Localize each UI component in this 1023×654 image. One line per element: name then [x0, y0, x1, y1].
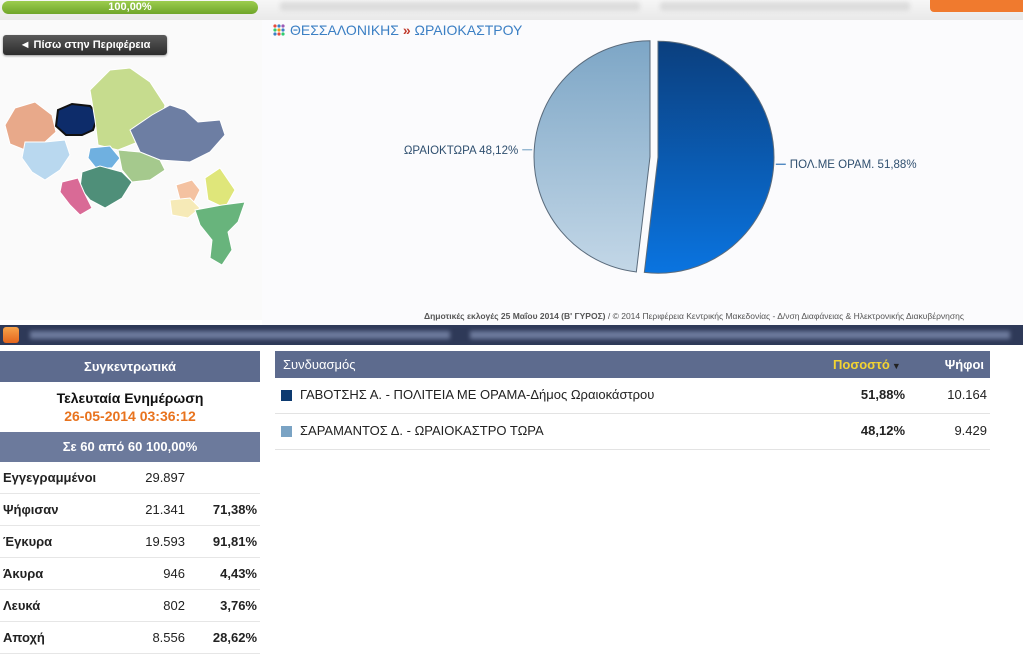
municipality-map: [4, 67, 246, 266]
stat-label: Έγκυρα: [0, 525, 124, 558]
party-color-swatch: [281, 426, 292, 437]
table-row[interactable]: ΣΑΡΑΜΑΝΤΟΣ Δ. - ΩΡΑΙΟΚΑΣΤΡΟ ΤΩΡΑ 48,12% …: [275, 414, 990, 450]
table-row: Λευκά 802 3,76%: [0, 589, 260, 622]
blurred-ticker-right: [470, 331, 1010, 339]
header-votes[interactable]: Ψήφοι: [944, 357, 984, 372]
rss-icon[interactable]: [3, 327, 19, 343]
table-row: Ψήφισαν 21.341 71,38%: [0, 493, 260, 526]
pie-slice-label: ΠΟΛ.ΜΕ ΟΡΑΜ. 51,88%: [790, 159, 917, 171]
summary-title: Συγκεντρωτικά: [0, 351, 260, 382]
header-percent-label: Ποσοστό: [833, 357, 890, 372]
stat-percent: 71,38%: [193, 493, 260, 526]
results-table: Συνδυασμός Ποσοστό ▼ Ψήφοι ΓΑΒΟΤΣΗΣ Α. - …: [275, 351, 990, 450]
top-orange-button[interactable]: [930, 0, 1023, 12]
stat-label: Αποχή: [0, 621, 124, 654]
progress-bar: 100,00%: [2, 1, 258, 14]
stat-label: Άκυρα: [0, 557, 124, 590]
map-area[interactable]: [169, 197, 201, 219]
region-logo-icon: [273, 24, 285, 36]
footer-copyright: / © 2014 Περιφέρεια Κεντρικής Μακεδονίας…: [605, 311, 964, 321]
breadcrumb-region[interactable]: ΘΕΣΣΑΛΟΝΙΚΗΣ: [290, 22, 399, 38]
summary-panel: Συγκεντρωτικά Τελευταία Ενημέρωση 26-05-…: [0, 351, 260, 654]
table-row: Άκυρα 946 4,43%: [0, 557, 260, 590]
last-update-value: 26-05-2014 03:36:12: [64, 408, 196, 424]
stat-label: Ψήφισαν: [0, 493, 124, 526]
party-name: ΓΑΒΟΤΣΗΣ Α. - ΠΟΛΙΤΕΙΑ ΜΕ ΟΡΑΜΑ-Δήμος Ωρ…: [300, 387, 655, 402]
stat-label: Λευκά: [0, 589, 124, 622]
back-to-region-button[interactable]: ◄ Πίσω στην Περιφέρεια: [3, 35, 167, 55]
last-update-label: Τελευταία Ενημέρωση: [56, 390, 204, 406]
stat-value: 29.897: [124, 462, 193, 494]
party-percent: 48,12%: [860, 423, 905, 438]
map-area[interactable]: [4, 101, 57, 151]
map-area[interactable]: [87, 145, 121, 169]
header-percent[interactable]: Ποσοστό ▼: [833, 351, 901, 380]
pie-slice[interactable]: [533, 40, 651, 273]
stat-percent: 4,43%: [193, 557, 260, 590]
blurred-ticker: [30, 331, 450, 339]
counted-stations: Σε 60 από 60 100,00%: [0, 432, 260, 462]
party-name: ΣΑΡΑΜΑΝΤΟΣ Δ. - ΩΡΑΙΟΚΑΣΤΡΟ ΤΩΡΑ: [300, 423, 544, 438]
header-name[interactable]: Συνδυασμός: [283, 357, 356, 372]
pie-slice[interactable]: [643, 40, 775, 274]
footer-note: Δημοτικές εκλογές 25 Μαΐου 2014 (Β' ΓΥΡΟ…: [424, 311, 964, 321]
breadcrumb-municipality: ΩΡΑΙΟΚΑΣΤΡΟΥ: [414, 22, 523, 38]
stat-percent: 28,62%: [193, 621, 260, 654]
party-votes: 10.164: [947, 387, 987, 402]
stat-value: 802: [124, 589, 193, 622]
map-area-selected[interactable]: [54, 102, 100, 136]
breadcrumb: ΘΕΣΣΑΛΟΝΙΚΗΣ » ΩΡΑΙΟΚΑΣΤΡΟΥ: [272, 22, 522, 38]
table-row: Εγγεγραμμένοι 29.897: [0, 462, 260, 494]
party-percent: 51,88%: [860, 387, 905, 402]
map-area[interactable]: [194, 201, 246, 266]
map-area[interactable]: [59, 177, 93, 216]
blurred-header: [280, 2, 640, 11]
results-header: Συνδυασμός Ποσοστό ▼ Ψήφοι: [275, 351, 990, 378]
breadcrumb-separator: »: [402, 22, 411, 38]
stat-value: 8.556: [124, 621, 193, 654]
party-color-swatch: [281, 390, 292, 401]
map-area[interactable]: [175, 179, 201, 203]
map-area[interactable]: [21, 139, 71, 181]
stat-percent: 91,81%: [193, 525, 260, 558]
map-area[interactable]: [204, 167, 236, 209]
table-row[interactable]: ΓΑΒΟΤΣΗΣ Α. - ΠΟΛΙΤΕΙΑ ΜΕ ΟΡΑΜΑ-Δήμος Ωρ…: [275, 378, 990, 414]
map-area[interactable]: [117, 149, 166, 183]
sort-desc-icon: ▼: [891, 361, 901, 371]
stat-value: 19.593: [124, 525, 193, 558]
blurred-header-right: [660, 2, 910, 11]
pie-chart: ΠΟΛ.ΜΕ ΟΡΑΜ. 51,88% ΩΡΑΙΟΚΤΩΡΑ 48,12%: [404, 40, 917, 274]
stat-label: Εγγεγραμμένοι: [0, 462, 124, 494]
stat-value: 21.341: [124, 493, 193, 526]
stat-percent: 3,76%: [193, 589, 260, 622]
table-row: Έγκυρα 19.593 91,81%: [0, 525, 260, 558]
pie-slice-label: ΩΡΑΙΟΚΤΩΡΑ 48,12%: [404, 145, 518, 157]
stat-value: 946: [124, 557, 193, 590]
party-votes: 9.429: [954, 423, 987, 438]
table-row: Αποχή 8.556 28,62%: [0, 621, 260, 654]
stat-percent: [193, 462, 260, 494]
summary-table: Εγγεγραμμένοι 29.897 Ψήφισαν 21.341 71,38% …: [0, 462, 260, 654]
footer-elections: Δημοτικές εκλογές 25 Μαΐου 2014 (Β' ΓΥΡΟ…: [424, 311, 606, 321]
